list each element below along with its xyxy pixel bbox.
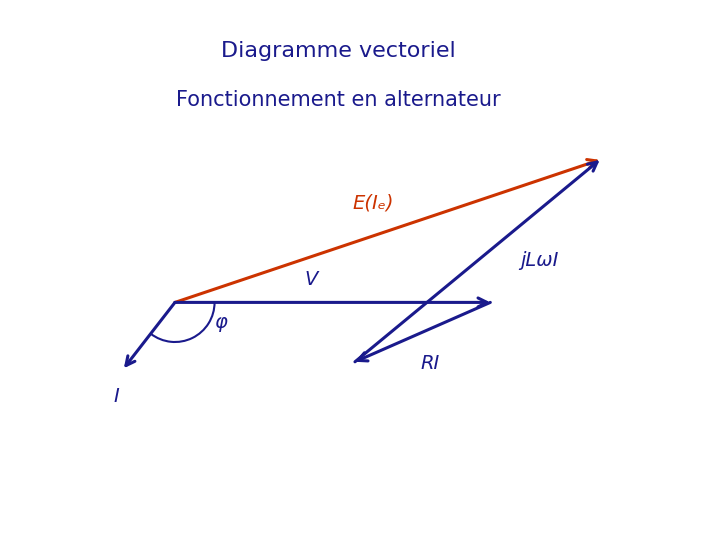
Text: I: I	[114, 387, 120, 406]
Text: Diagramme vectoriel: Diagramme vectoriel	[221, 41, 456, 62]
Text: V: V	[305, 270, 318, 289]
Text: Fonctionnement en alternateur: Fonctionnement en alternateur	[176, 90, 500, 110]
Text: jLωI: jLωI	[521, 251, 559, 271]
Text: E(Iₑ): E(Iₑ)	[352, 193, 394, 212]
Text: φ: φ	[215, 313, 228, 333]
Text: RI: RI	[420, 354, 439, 373]
